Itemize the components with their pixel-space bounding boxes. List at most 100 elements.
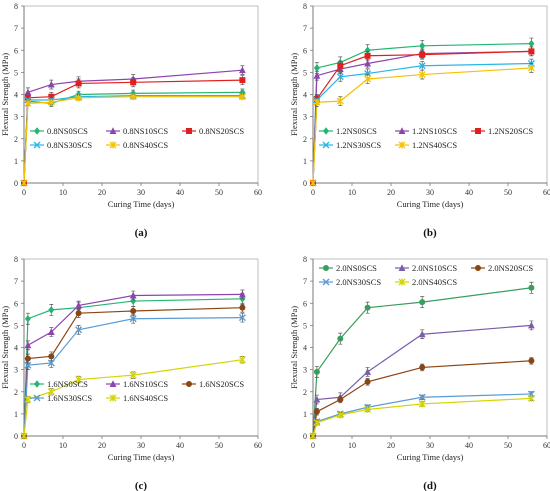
- legend-marker: [109, 394, 117, 402]
- x-tick-label: 40: [465, 441, 473, 450]
- y-tick-label: 6: [303, 299, 307, 308]
- legend-entry: 0.8NS30SCS: [30, 140, 92, 150]
- y-axis-label: Flexural Strength (MPa): [0, 306, 10, 389]
- y-tick-label: 7: [14, 277, 18, 286]
- legend-entry: 1.2NS20SCS: [471, 126, 533, 136]
- legend-entry: 1.6NS30SCS: [30, 393, 92, 403]
- x-tick-label: 60: [543, 188, 550, 197]
- legend-marker: [34, 380, 40, 388]
- data-point: [337, 335, 344, 342]
- x-tick-label: 20: [98, 441, 106, 450]
- data-point: [129, 291, 137, 299]
- x-tick-label: 20: [98, 188, 106, 197]
- data-point: [313, 64, 320, 72]
- data-point: [528, 39, 535, 48]
- y-tick-label: 0: [14, 432, 18, 441]
- legend-label: 1.2NS10SCS: [412, 126, 457, 136]
- legend-marker: [109, 380, 117, 387]
- legend-entry: 1.6NS40SCS: [106, 393, 168, 403]
- x-axis-label: Curing Time (days): [108, 199, 175, 209]
- data-point: [313, 71, 321, 79]
- data-point: [129, 315, 137, 323]
- legend-marker: [33, 141, 41, 149]
- data-point: [364, 405, 372, 413]
- legend-marker: [109, 127, 117, 134]
- series-1: [310, 37, 535, 187]
- y-tick-label: 7: [14, 24, 18, 33]
- legend-label: 1.6NS0SCS: [47, 379, 88, 389]
- legend-marker: [475, 265, 481, 271]
- data-point: [364, 304, 371, 311]
- y-tick-label: 1: [303, 157, 307, 166]
- y-tick-label: 5: [14, 321, 18, 330]
- legend-entry: 0.8NS40SCS: [106, 140, 168, 150]
- legend-label: 0.8NS0SCS: [47, 126, 88, 136]
- y-axis-label: Flexural Strength (MPa): [289, 53, 299, 136]
- y-tick-label: 1: [303, 410, 307, 419]
- y-tick-label: 6: [14, 46, 18, 55]
- data-point: [419, 42, 426, 50]
- y-tick-label: 6: [14, 299, 18, 308]
- data-point: [24, 361, 32, 369]
- x-axis-label: Curing Time (days): [397, 452, 464, 462]
- data-point: [130, 297, 137, 305]
- x-tick-label: 50: [215, 188, 223, 197]
- y-tick-label: 2: [14, 135, 18, 144]
- data-point: [239, 304, 246, 311]
- data-point: [313, 98, 321, 106]
- y-tick-label: 0: [303, 179, 307, 188]
- y-tick-label: 3: [14, 366, 18, 375]
- data-point: [419, 364, 426, 371]
- x-tick-label: 40: [176, 441, 184, 450]
- data-point: [47, 359, 55, 367]
- x-tick-label: 30: [137, 188, 145, 197]
- data-point: [24, 395, 32, 403]
- legend-label: 1.6NS30SCS: [47, 393, 92, 403]
- series-5: [309, 394, 535, 440]
- data-point: [238, 314, 246, 322]
- data-point: [418, 71, 426, 79]
- data-point: [75, 80, 82, 87]
- data-point: [238, 93, 246, 101]
- data-point: [418, 62, 426, 70]
- legend-label: 2.0NS0SCS: [336, 263, 377, 273]
- legend-marker: [323, 127, 329, 135]
- data-point: [313, 395, 321, 403]
- series-5: [20, 356, 246, 440]
- series-5: [20, 93, 246, 187]
- series-4: [309, 390, 535, 440]
- series-3: [21, 302, 246, 439]
- legend-label: 0.8NS30SCS: [47, 140, 92, 150]
- legend-entry: 1.2NS10SCS: [395, 126, 457, 136]
- legend-marker: [398, 278, 406, 286]
- legend-entry: 2.0NS40SCS: [395, 277, 457, 287]
- data-point: [75, 376, 83, 384]
- legend-label: 2.0NS30SCS: [336, 277, 381, 287]
- data-point: [129, 371, 137, 379]
- y-tick-label: 5: [14, 68, 18, 77]
- legend-entry: 1.2NS0SCS: [319, 126, 377, 136]
- legend-marker: [398, 264, 406, 271]
- data-point: [239, 290, 246, 298]
- y-tick-label: 2: [14, 388, 18, 397]
- series-5: [309, 63, 535, 187]
- data-point: [47, 328, 55, 336]
- data-point: [313, 419, 321, 427]
- x-tick-label: 20: [387, 188, 395, 197]
- series-line: [312, 324, 532, 437]
- legend-entry: 2.0NS0SCS: [319, 263, 377, 273]
- data-point: [313, 408, 320, 415]
- x-tick-label: 40: [176, 188, 184, 197]
- data-point: [20, 179, 28, 187]
- data-point: [313, 368, 320, 375]
- series-line: [312, 62, 532, 184]
- y-tick-label: 1: [14, 410, 18, 419]
- data-point: [47, 98, 55, 106]
- legend-label: 2.0NS40SCS: [412, 277, 457, 287]
- x-tick-label: 50: [504, 188, 512, 197]
- data-point: [527, 64, 535, 72]
- data-point: [419, 299, 426, 306]
- legend-marker: [398, 141, 406, 149]
- x-tick-label: 0: [311, 188, 315, 197]
- panel-label: (c): [135, 480, 148, 491]
